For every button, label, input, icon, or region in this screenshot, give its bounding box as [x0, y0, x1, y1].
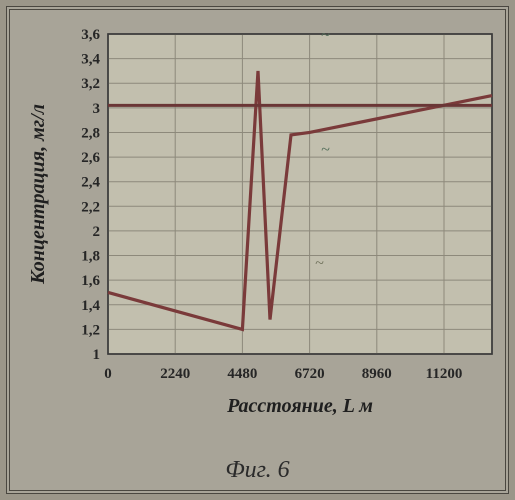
smudge-mid: ~ — [321, 142, 330, 159]
smudge-top: ~ — [321, 27, 330, 44]
y-axis-label: Концентрация, мг/л — [27, 104, 49, 285]
chart-area: 1 1,2 1,4 1,6 1,8 2 2,2 2,4 2,6 2,8 3 3,2 3,4 3,6 0 224… — [20, 22, 502, 448]
y-tick-label: 2,2 — [81, 199, 100, 215]
y-tick-label: 1,8 — [81, 249, 100, 265]
plot-bg — [108, 34, 492, 354]
y-tick-label: 3 — [93, 101, 101, 117]
x-tick-label: 4480 — [227, 366, 257, 382]
chart-frame: 1 1,2 1,4 1,6 1,8 2 2,2 2,4 2,6 2,8 3 3,2 3,4 3,6 0 224… — [6, 6, 509, 494]
y-tick-label: 1,4 — [81, 298, 100, 314]
x-tick-label: 2240 — [160, 366, 190, 382]
y-tick-label: 1,6 — [81, 273, 100, 289]
x-axis-label: Расстояние, L м — [226, 395, 373, 417]
chart-svg: 1 1,2 1,4 1,6 1,8 2 2,2 2,4 2,6 2,8 3 3,2 3,4 3,6 0 224… — [20, 22, 502, 448]
y-tick-label: 3,4 — [81, 52, 100, 68]
x-tick-label: 0 — [104, 366, 112, 382]
figure-caption: Фиг. 6 — [10, 457, 505, 484]
x-tick-label: 8960 — [362, 366, 392, 382]
smudge-low: ~ — [315, 255, 324, 272]
y-tick-label: 3,6 — [81, 27, 100, 43]
y-tick-label: 2 — [93, 224, 101, 240]
x-tick-label: 11200 — [426, 366, 463, 382]
y-tick-label: 1,2 — [81, 322, 100, 338]
x-tick-label: 6720 — [295, 366, 325, 382]
y-tick-label: 2,6 — [81, 150, 100, 166]
y-tick-label: 1 — [93, 347, 101, 363]
y-tick-label: 2,4 — [81, 175, 100, 191]
y-tick-label: 2,8 — [81, 125, 100, 141]
y-tick-label: 3,2 — [81, 76, 100, 92]
